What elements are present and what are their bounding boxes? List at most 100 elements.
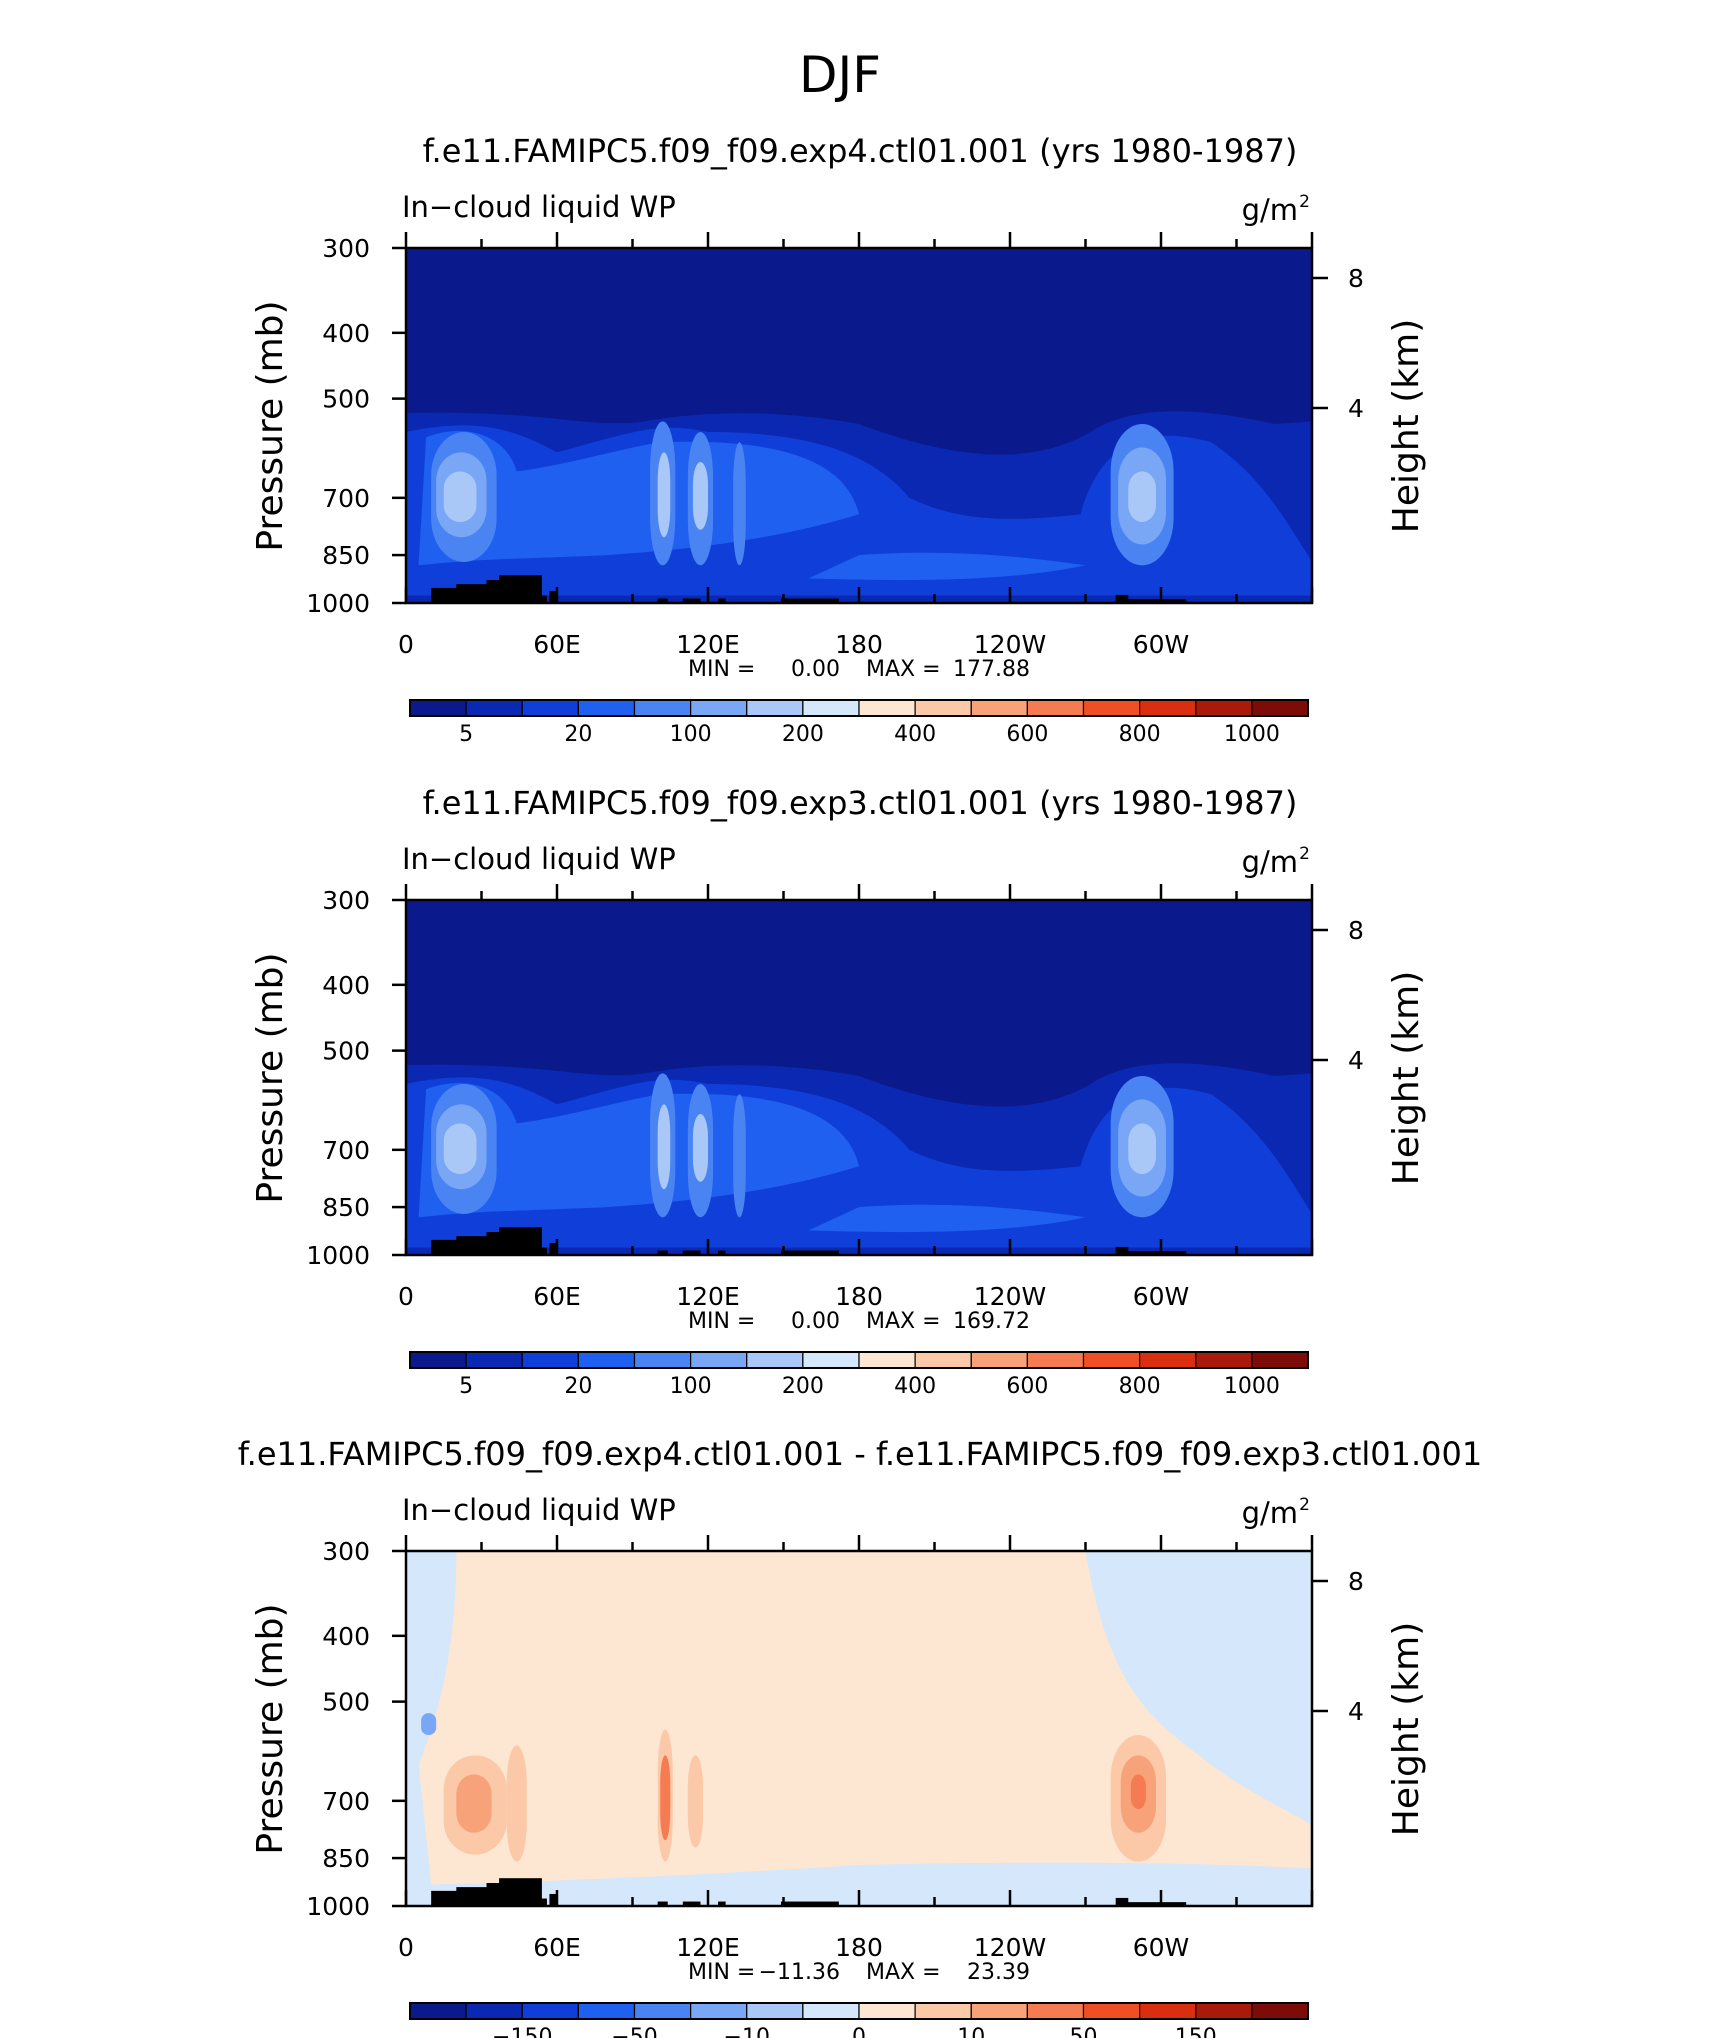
units-label: g/m — [1242, 193, 1298, 227]
terrain-block — [682, 1901, 701, 1906]
y-tick-label: 850 — [322, 1193, 370, 1222]
y-tick-label: 500 — [322, 1688, 370, 1717]
colorbar-box — [1082, 1351, 1141, 1369]
x-tick-label: 0 — [398, 1933, 414, 1962]
colorbar-box — [970, 699, 1028, 717]
x-tick-label: 120E — [676, 1282, 740, 1311]
colorbar-box — [1251, 2002, 1309, 2020]
plot-area — [406, 1551, 1312, 1906]
colorbar-box — [970, 1351, 1028, 1369]
y-tick-label: 400 — [322, 319, 370, 348]
y-axis-title: Pressure (mb) — [250, 300, 291, 551]
min-value: 0.00 — [791, 1309, 840, 1334]
colorbar-box — [802, 1351, 860, 1369]
panel-2: f.e11.FAMIPC5.f09_f09.exp3.ctl01.001 (yr… — [250, 784, 1427, 1399]
x-tick-label: 180 — [835, 1282, 883, 1311]
colorbar-label: 5 — [459, 722, 473, 747]
convective-column — [733, 442, 746, 566]
terrain-block — [499, 1227, 542, 1255]
colorbar-label: 800 — [1119, 1374, 1161, 1399]
colorbar-label: −150 — [492, 2025, 552, 2038]
colorbar-label: 150 — [1175, 2025, 1217, 2038]
colorbar-box — [465, 2002, 523, 2020]
y-tick-label: 500 — [322, 385, 370, 414]
terrain-block — [549, 1242, 557, 1255]
panel-subtitle: In−cloud liquid WP — [402, 842, 676, 876]
y-tick-label: 300 — [322, 886, 370, 915]
colorbar-box — [746, 2002, 804, 2020]
colorbar-label: 400 — [894, 1374, 936, 1399]
colorbar-box — [409, 2002, 467, 2020]
colorbar-box — [1195, 1351, 1253, 1369]
colorbar-label: 100 — [670, 1374, 712, 1399]
convective-column — [657, 1104, 671, 1190]
min-value: 0.00 — [791, 657, 840, 682]
y-tick-label: 300 — [322, 234, 370, 263]
panel-title: f.e11.FAMIPC5.f09_f09.exp3.ctl01.001 (yr… — [423, 784, 1298, 822]
colorbar-box — [465, 1351, 523, 1369]
x-tick-label: 60W — [1133, 1282, 1190, 1311]
y-right-tick-label: 8 — [1348, 1567, 1364, 1596]
max-label: MAX = — [866, 657, 941, 682]
colorbar-label: −50 — [611, 2025, 657, 2038]
diff-anomaly — [506, 1745, 527, 1862]
y-tick-label: 300 — [322, 1537, 370, 1566]
terrain-block — [536, 1898, 547, 1906]
plot-area — [406, 900, 1312, 1255]
colorbar-box — [802, 2002, 860, 2020]
y-tick-label: 850 — [322, 541, 370, 570]
colorbar-label: 1000 — [1224, 1374, 1280, 1399]
field-level-4b — [808, 1204, 1086, 1233]
units-superscript: 2 — [1299, 844, 1310, 864]
colorbar-box — [746, 1351, 804, 1369]
colorbar-frame — [409, 2002, 1309, 2020]
colorbar-box — [690, 1351, 748, 1369]
y-right-tick-label: 4 — [1348, 1046, 1364, 1075]
panel-subtitle: In−cloud liquid WP — [402, 190, 676, 224]
terrain-block — [682, 598, 701, 603]
x-tick-label: 0 — [398, 630, 414, 659]
terrain-block — [536, 595, 547, 603]
terrain-block — [718, 1901, 726, 1906]
convective-column — [733, 1094, 746, 1218]
max-label: MAX = — [866, 1960, 941, 1985]
terrain-block — [657, 1250, 668, 1255]
x-tick-label: 60E — [533, 630, 581, 659]
colorbar-box — [1195, 699, 1253, 717]
y-tick-label: 700 — [322, 1787, 370, 1816]
y-axis-right-title: Height (km) — [1386, 1622, 1427, 1836]
terrain-block — [780, 1901, 839, 1906]
units-superscript: 2 — [1299, 1495, 1310, 1515]
colorbar-box — [914, 699, 972, 717]
x-tick-label: 180 — [835, 630, 883, 659]
colorbar-box — [577, 699, 636, 717]
x-tick-label: 120W — [974, 1933, 1046, 1962]
colorbar-frame — [409, 699, 1309, 717]
colorbar-box — [1139, 1351, 1197, 1369]
convective-column — [443, 471, 477, 523]
terrain-block — [780, 1250, 839, 1255]
colorbar-box — [1139, 699, 1197, 717]
colorbar-box — [858, 699, 916, 717]
y-tick-label: 850 — [322, 1844, 370, 1873]
x-tick-label: 60E — [533, 1282, 581, 1311]
min-label: MIN = — [688, 657, 755, 682]
x-tick-label: 180 — [835, 1933, 883, 1962]
terrain-block — [1115, 1897, 1129, 1906]
colorbar-box — [858, 1351, 916, 1369]
colorbar-box — [970, 2002, 1028, 2020]
x-tick-label: 60E — [533, 1933, 581, 1962]
x-tick-label: 120W — [974, 630, 1046, 659]
terrain-block — [536, 1247, 547, 1255]
colorbar-label: 20 — [564, 1374, 592, 1399]
colorbar-box — [633, 1351, 692, 1369]
convective-column — [1128, 471, 1156, 523]
y-right-tick-label: 8 — [1348, 264, 1364, 293]
units-superscript: 2 — [1299, 192, 1310, 212]
max-value: 177.88 — [953, 657, 1030, 682]
convective-column — [692, 462, 708, 530]
terrain-block — [718, 1250, 726, 1255]
terrain-block — [1123, 1251, 1187, 1255]
colorbar-box — [746, 699, 804, 717]
